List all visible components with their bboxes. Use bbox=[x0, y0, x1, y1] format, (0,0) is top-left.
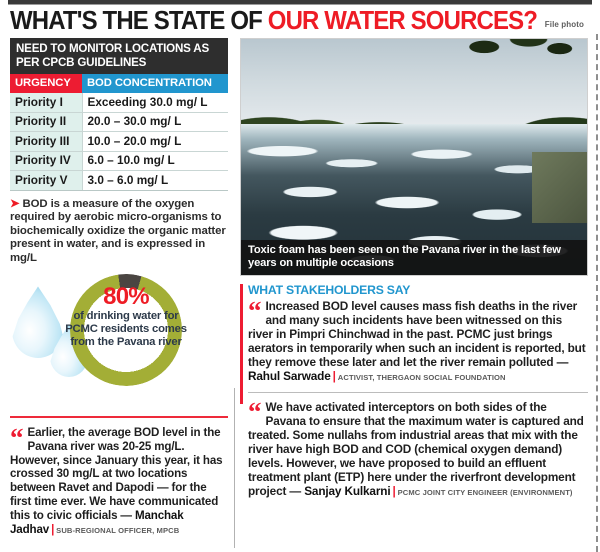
quote-mark-icon: “ bbox=[10, 423, 23, 453]
column-divider bbox=[234, 388, 235, 548]
table-row: Priority II 20.0 – 30.0 mg/ L bbox=[10, 112, 228, 132]
cell-bod: 6.0 – 10.0 mg/ L bbox=[81, 151, 228, 171]
table-row: Priority IV 6.0 – 10.0 mg/ L bbox=[10, 151, 228, 171]
quote-mark-icon: “ bbox=[248, 296, 261, 326]
left-column: NEED TO MONITOR LOCATIONS AS PER CPCB GU… bbox=[10, 38, 228, 548]
page-right-dashed-border bbox=[596, 34, 598, 552]
bod-definition-note: ➤ BOD is a measure of the oxygen require… bbox=[10, 198, 228, 266]
quote-role: SUB-REGIONAL OFFICER, MPCB bbox=[56, 525, 180, 535]
photo-branch bbox=[462, 39, 574, 77]
column-header-bod: BOD CONCENTRATION bbox=[82, 74, 228, 93]
left-red-divider bbox=[10, 416, 228, 418]
cell-urgency: Priority I bbox=[10, 93, 82, 113]
quote-rahul-sarwade: “ Increased BOD level causes mass fish d… bbox=[248, 296, 588, 386]
quote-text: We have activated interceptors on both s… bbox=[248, 399, 584, 499]
quote-body: Earlier, the average BOD level in the Pa… bbox=[10, 426, 228, 537]
right-column: Toxic foam has been seen on the Pavana r… bbox=[240, 38, 588, 548]
photo-credit: File photo bbox=[544, 20, 584, 29]
donut-label-group: 80% of drinking water for PCMC residents… bbox=[62, 284, 190, 384]
cell-urgency: Priority IV bbox=[10, 151, 82, 171]
cell-bod: 3.0 – 6.0 mg/ L bbox=[81, 170, 228, 191]
quote-separator: | bbox=[51, 522, 55, 536]
quote-body: Increased BOD level causes mass fish dea… bbox=[248, 299, 588, 386]
cell-bod: Exceeding 30.0 mg/ L bbox=[81, 93, 228, 113]
percent-caption: of drinking water for PCMC residents com… bbox=[65, 310, 187, 349]
cell-urgency: Priority II bbox=[10, 112, 82, 132]
page-title: WHAT'S THE STATE OF OUR WATER SOURCES? bbox=[10, 7, 538, 35]
percent-value: 80% bbox=[103, 283, 149, 311]
pavana-river-photo: Toxic foam has been seen on the Pavana r… bbox=[240, 38, 588, 276]
column-header-urgency: URGENCY bbox=[10, 74, 82, 93]
quote-sanjay-kulkarni: “ We have activated interceptors on both… bbox=[248, 396, 588, 501]
quote-author: — Rahul Sarwade bbox=[248, 355, 569, 384]
table-row: Priority III 10.0 – 20.0 mg/ L bbox=[10, 131, 228, 152]
quote-divider bbox=[248, 391, 588, 393]
table-row: Priority I Exceeding 30.0 mg/ L bbox=[10, 93, 228, 113]
photo-caption: Toxic foam has been seen on the Pavana r… bbox=[241, 240, 587, 275]
bod-priority-table: URGENCY BOD CONCENTRATION Priority I Exc… bbox=[10, 74, 228, 191]
stakeholders-section: WHAT STAKEHOLDERS SAY “ Increased BOD le… bbox=[240, 283, 588, 500]
cell-urgency: Priority V bbox=[10, 170, 82, 191]
top-rule bbox=[8, 0, 592, 4]
quote-text: Earlier, the average BOD level in the Pa… bbox=[10, 426, 223, 522]
bod-definition-text: BOD is a measure of the oxygen required … bbox=[10, 197, 226, 264]
table-header-row: URGENCY BOD CONCENTRATION bbox=[10, 74, 228, 93]
percent-donut-chart bbox=[70, 274, 182, 387]
quote-separator: | bbox=[332, 369, 336, 384]
cell-bod: 10.0 – 20.0 mg/ L bbox=[81, 131, 228, 152]
quote-role: ACTIVIST, THERGAON SOCIAL FOUNDATION bbox=[337, 373, 506, 383]
cell-urgency: Priority III bbox=[10, 131, 82, 152]
quote-text: Increased BOD level causes mass fish dea… bbox=[248, 299, 586, 370]
quote-manchak-jadhav: “ Earlier, the average BOD level in the … bbox=[10, 423, 228, 537]
stakeholders-accent-bar bbox=[240, 284, 243, 404]
quote-author: Sanjay Kulkarni bbox=[304, 484, 391, 499]
top-rule-thin bbox=[8, 4, 592, 5]
table-row: Priority V 3.0 – 6.0 mg/ L bbox=[10, 170, 228, 191]
photo-riverbank bbox=[531, 152, 587, 224]
drinking-water-stat: 80% of drinking water for PCMC residents… bbox=[10, 274, 228, 392]
stakeholders-title: WHAT STAKEHOLDERS SAY bbox=[248, 283, 411, 297]
quote-body: We have activated interceptors on both s… bbox=[248, 400, 588, 501]
quote-mark-icon: “ bbox=[248, 396, 261, 427]
cell-bod: 20.0 – 30.0 mg/ L bbox=[81, 112, 228, 132]
quote-role: PCMC JOINT CITY ENGINEER (ENVIRONMENT) bbox=[397, 488, 573, 498]
table-title: NEED TO MONITOR LOCATIONS AS PER CPCB GU… bbox=[10, 38, 228, 74]
arrow-bullet-icon: ➤ bbox=[10, 197, 20, 210]
headline-part2: OUR WATER SOURCES? bbox=[267, 7, 538, 35]
quote-separator: | bbox=[392, 484, 396, 499]
headline-part1: WHAT'S THE STATE OF bbox=[10, 7, 268, 35]
quote-author: Manchak Jadhav bbox=[10, 508, 184, 536]
